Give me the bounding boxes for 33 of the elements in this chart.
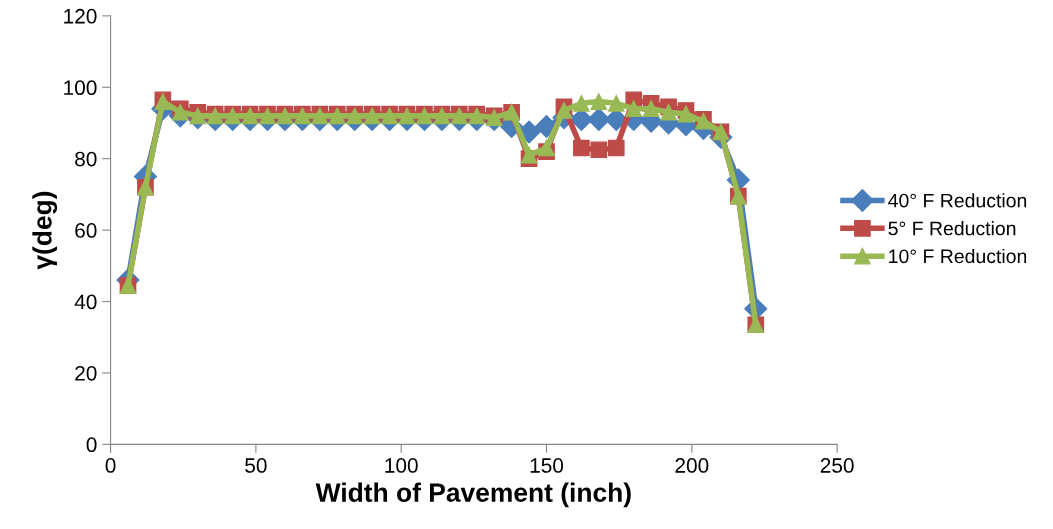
y-tick-label: 20 [75,365,97,381]
point [677,105,695,123]
point [538,139,555,157]
point [590,93,608,110]
x-tick-label: 150 [530,458,564,473]
y-tick-label: 60 [75,223,97,238]
x-tick-label: 100 [385,458,418,473]
legend-label: 10° F Reduction [889,248,1027,264]
x-tick-label: 0 [105,458,116,473]
point [555,102,573,119]
point [642,100,660,118]
x-tick-label: 50 [245,458,267,473]
x-tick-label: 200 [675,458,709,473]
point [607,139,625,157]
point [660,103,677,121]
point [625,100,643,118]
y-tick-label: 40 [74,294,97,310]
x-tick-label: 250 [820,458,854,473]
point [189,107,207,125]
point [587,107,611,131]
x-axis-title: Width of Pavement (inch) [315,482,631,508]
point [607,95,625,112]
point [573,139,590,157]
y-tick-label: 0 [86,437,97,453]
y-tick-label: 80 [75,151,97,167]
point [573,95,590,112]
legend-label: 40° F Reduction [888,193,1027,208]
point [590,141,608,159]
y-tick-label: 120 [64,8,97,24]
point [520,146,538,164]
y-axis-title: γ(deg) [32,191,58,270]
legend-label: 5° F Reduction [888,221,1016,236]
y-tick-label: 100 [64,80,97,96]
